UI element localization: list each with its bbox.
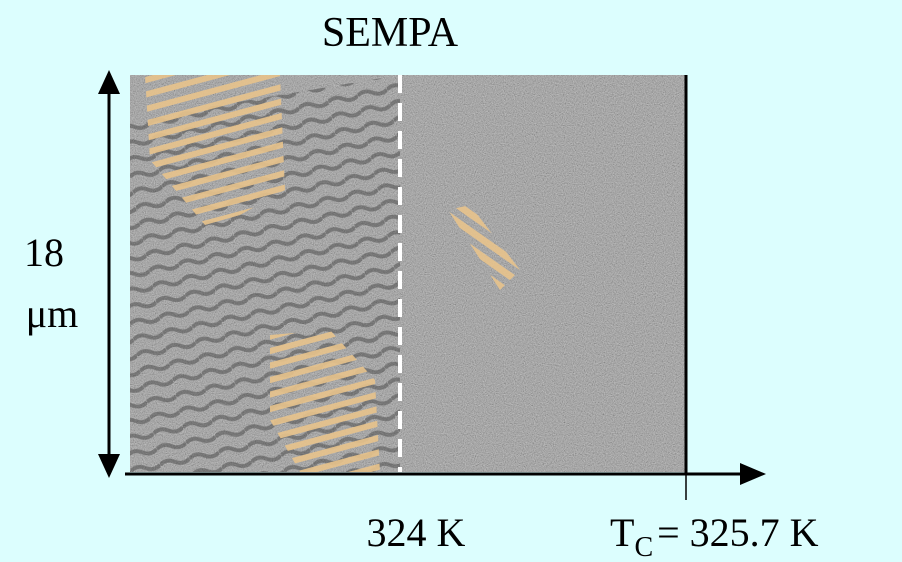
tc-symbol: T: [610, 510, 634, 555]
tc-label: TC = 325.7 K: [610, 510, 819, 562]
scale-arrow-bottom: [98, 454, 120, 478]
tc-value: = 325.7 K: [657, 510, 819, 555]
scale-unit: μm: [26, 291, 79, 336]
title: SEMPA: [322, 10, 459, 56]
scale-value: 18: [24, 230, 64, 275]
axis-arrowhead: [740, 463, 766, 485]
sempa-image: [130, 75, 686, 472]
marker-label: 324 K: [367, 510, 466, 555]
tc-subscript: C: [634, 532, 653, 562]
scale-arrow-top: [98, 70, 120, 94]
